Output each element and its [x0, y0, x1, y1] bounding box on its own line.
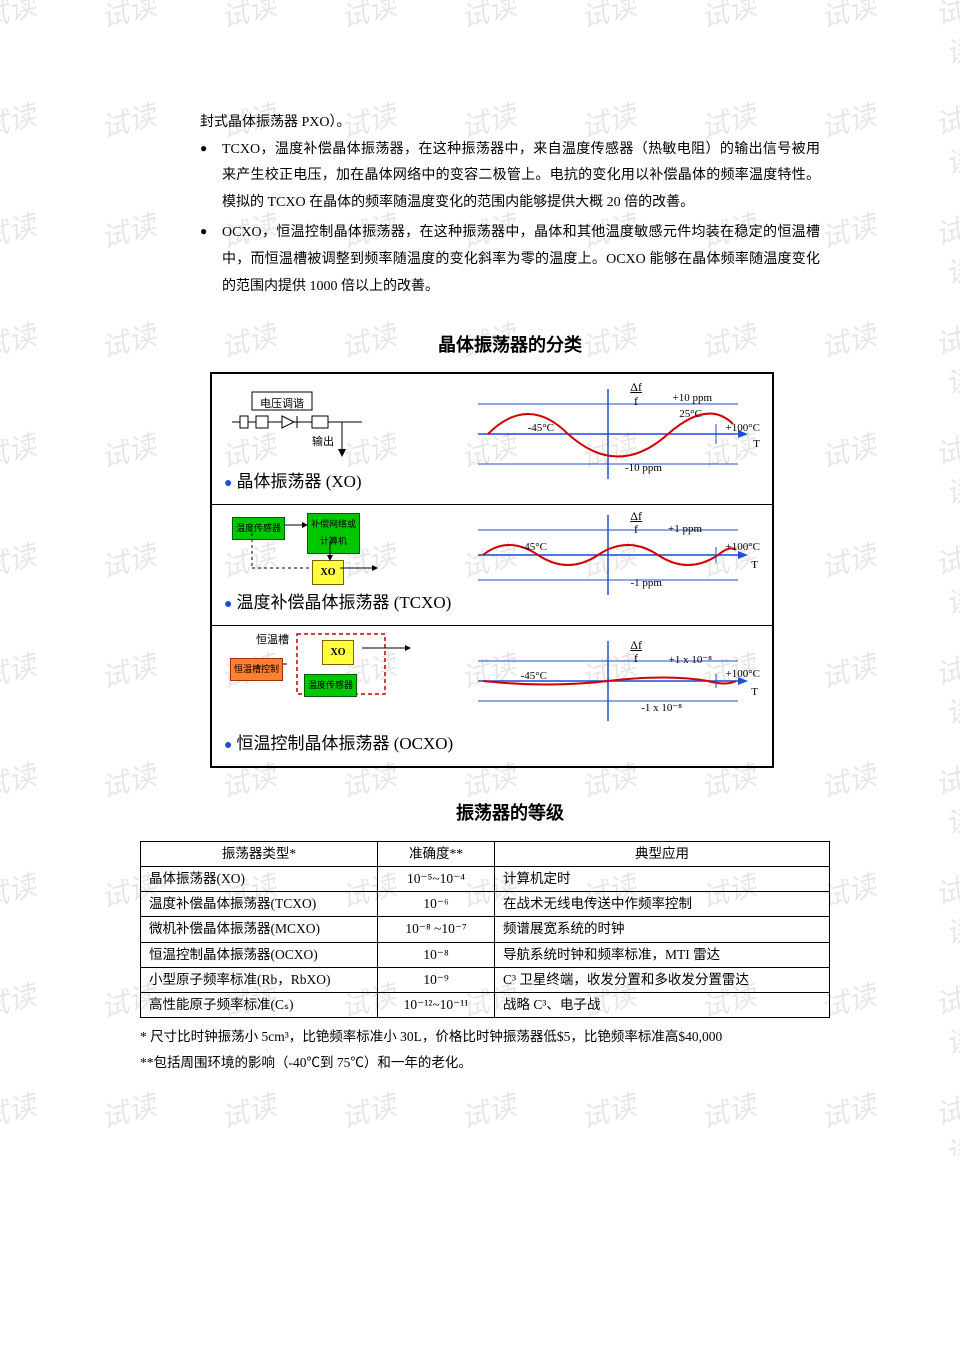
oscillator-grade-table: 振荡器类型* 准确度** 典型应用 晶体振荡器(XO)10⁻⁵~10⁻⁴计算机定…: [140, 841, 830, 1019]
cell-application: 计算机定时: [495, 866, 830, 891]
footnote-2: **包括周围环境的影响（-40℃到 75℃）和一年的老化。: [140, 1050, 830, 1076]
temp-sensor-block-3: 温度传感器: [304, 674, 357, 697]
cell-accuracy: 10⁻⁸ ~10⁻⁷: [378, 917, 495, 942]
tcold-label-3: -45°C: [521, 666, 547, 687]
cell-type: 温度补偿晶体振荡器(TCXO): [141, 892, 378, 917]
xo-block-3: XO: [322, 640, 354, 665]
f2: f: [634, 518, 638, 541]
cell-type: 小型原子频率标准(Rb，RbXO): [141, 967, 378, 992]
continuation-para: 封式晶体振荡器 PXO）。: [200, 110, 820, 137]
bullet-ocxo: OCXO，恒温控制晶体振荡器，在这种振荡器中，晶体和其他温度敏感元件均装在稳定的…: [200, 220, 820, 300]
tcold-label-1: -45°C: [528, 418, 554, 439]
cell-application: 战略 C³、电子战: [495, 993, 830, 1018]
cell-type: 高性能原子频率标准(Cₛ): [141, 993, 378, 1018]
diagram-row-tcxo: 温度传感器 补偿网络或 计算机 XO: [212, 505, 772, 626]
diagram-row-xo: 电压调谐 输出 Δf f +10 ppm 25°C -45°C +100°C T…: [212, 374, 772, 505]
oven-label: 恒温槽: [256, 630, 289, 651]
table-title: 振荡器的等级: [200, 796, 820, 830]
minus1-label: -1 ppm: [631, 573, 662, 594]
cell-application: 在战术无线电传送中作频率控制: [495, 892, 830, 917]
t-axis-3: T: [751, 682, 758, 703]
row1-label: 晶体振荡器 (XO): [236, 472, 361, 491]
cell-accuracy: 10⁻⁵~10⁻⁴: [378, 866, 495, 891]
table-row: 高性能原子频率标准(Cₛ)10⁻¹²~10⁻¹¹战略 C³、电子战: [141, 993, 830, 1018]
f-label: f: [634, 390, 638, 413]
th-acc: 准确度**: [378, 841, 495, 866]
t-axis-2: T: [751, 555, 758, 576]
cell-application: C³ 卫星终端，收发分置和多收发分置雷达: [495, 967, 830, 992]
oscillator-diagram: 电压调谐 输出 Δf f +10 ppm 25°C -45°C +100°C T…: [210, 372, 774, 768]
cell-application: 导航系统时钟和频率标准，MTI 雷达: [495, 942, 830, 967]
f3: f: [634, 647, 638, 670]
table-row: 微机补偿晶体振荡器(MCXO)10⁻⁸ ~10⁻⁷频谱展宽系统的时钟: [141, 917, 830, 942]
diagram-title: 晶体振荡器的分类: [200, 328, 820, 362]
footnote-1: * 尺寸比时钟振荡小 5cm³，比铯频率标准小 30L，价格比时钟振荡器低$5，…: [140, 1024, 830, 1050]
cell-accuracy: 10⁻¹²~10⁻¹¹: [378, 993, 495, 1018]
cell-type: 微机补偿晶体振荡器(MCXO): [141, 917, 378, 942]
minus-e8-label: -1 x 10⁻⁸: [641, 698, 682, 719]
plus-e8-label: +1 x 10⁻⁸: [669, 650, 712, 671]
th-type: 振荡器类型*: [141, 841, 378, 866]
voltage-tune-label: 电压调谐: [260, 394, 304, 415]
th-app: 典型应用: [495, 841, 830, 866]
table-row: 晶体振荡器(XO)10⁻⁵~10⁻⁴计算机定时: [141, 866, 830, 891]
cell-type: 晶体振荡器(XO): [141, 866, 378, 891]
cell-accuracy: 10⁻⁸: [378, 942, 495, 967]
t25-label: 25°C: [679, 404, 702, 425]
output-label: 输出: [312, 432, 334, 453]
t-axis-1: T: [753, 434, 760, 455]
diagram-row-ocxo: 恒温槽 XO 恒温槽控制 温度传感器 Δf f +1 x 10⁻⁸ -45°C …: [212, 626, 772, 766]
cell-application: 频谱展宽系统的时钟: [495, 917, 830, 942]
tcold-label-2: -45°C: [521, 537, 547, 558]
table-row: 小型原子频率标准(Rb，RbXO)10⁻⁹C³ 卫星终端，收发分置和多收发分置雷…: [141, 967, 830, 992]
cell-accuracy: 10⁻⁹: [378, 967, 495, 992]
bullet-tcxo: TCXO，温度补偿晶体振荡器，在这种振荡器中，来自温度传感器（热敏电阻）的输出信…: [200, 137, 820, 217]
table-row: 温度补偿晶体振荡器(TCXO)10⁻⁶在战术无线电传送中作频率控制: [141, 892, 830, 917]
row2-label: 温度补偿晶体振荡器 (TCXO): [236, 593, 451, 612]
cell-type: 恒温控制晶体振荡器(OCXO): [141, 942, 378, 967]
oven-ctrl-block: 恒温槽控制: [230, 658, 283, 681]
table-row: 恒温控制晶体振荡器(OCXO)10⁻⁸导航系统时钟和频率标准，MTI 雷达: [141, 942, 830, 967]
minus10-label: -10 ppm: [625, 458, 662, 479]
cell-accuracy: 10⁻⁶: [378, 892, 495, 917]
plus1-label: +1 ppm: [668, 519, 702, 540]
row3-label: 恒温控制晶体振荡器 (OCXO): [236, 734, 453, 753]
